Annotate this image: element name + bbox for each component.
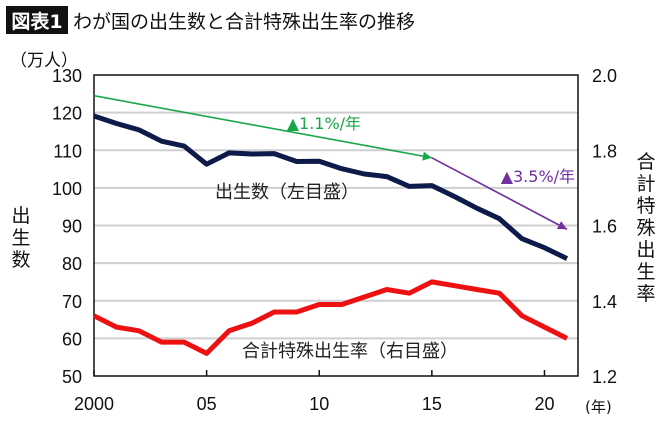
trend-arrow-head (556, 221, 567, 230)
right-axis-label: 出 (636, 239, 655, 261)
trend-arrow-line (93, 94, 433, 159)
right-axis-label: 殊 (636, 217, 655, 239)
y-tick-left: 70 (62, 292, 82, 312)
tfr-line (92, 279, 569, 356)
right-axis-label: 率 (636, 283, 655, 305)
y-tick-left: 90 (62, 217, 82, 237)
right-axis-label: 特 (636, 195, 655, 217)
left-axis-unit: （万人） (10, 51, 78, 71)
x-tick-label: 20 (534, 394, 554, 414)
y-tick-left: 120 (52, 104, 82, 124)
x-tick-label: 05 (197, 394, 217, 414)
y-tick-right: 1.8 (592, 141, 617, 161)
trend-arrow-head (422, 151, 432, 161)
y-tick-right: 2.0 (592, 66, 617, 86)
series-label-tfr: 合計特殊出生率（右目盛） (242, 341, 458, 362)
x-axis-unit: (年) (585, 398, 612, 416)
series-label-births: 出生数（左目盛） (215, 182, 359, 203)
y-tick-left: 110 (53, 141, 82, 161)
births-line (93, 113, 569, 261)
y-tick-right: 1.6 (592, 217, 617, 237)
trend-label: ▲3.5%/年 (501, 167, 575, 186)
left-axis-label: 数 (11, 249, 30, 271)
y-tick-left: 130 (52, 66, 82, 86)
y-tick-left: 60 (62, 329, 82, 349)
trend-arrow-line (431, 157, 568, 230)
left-axis-label: 出 (11, 205, 30, 227)
y-tick-left: 80 (62, 254, 82, 274)
title-badge-bg (6, 6, 68, 34)
x-tick-label: 10 (309, 394, 329, 414)
right-axis-label: 生 (636, 261, 655, 283)
y-tick-left: 50 (62, 367, 82, 387)
x-tick-label: 2000 (74, 394, 114, 414)
left-axis-label: 生 (11, 227, 30, 249)
y-tick-left: 100 (52, 179, 82, 199)
x-tick-label: 15 (422, 394, 442, 414)
y-tick-right: 1.4 (592, 292, 617, 312)
title-badge: 図表1 (11, 10, 62, 33)
plot-frame (93, 74, 579, 377)
y-tick-right: 1.2 (592, 367, 617, 387)
right-axis-label: 計 (636, 173, 655, 195)
trend-label: ▲1.1%/年 (287, 114, 361, 133)
right-axis-label: 合 (636, 151, 655, 173)
chart-title: わが国の出生数と合計特殊出生率の推移 (73, 11, 415, 33)
